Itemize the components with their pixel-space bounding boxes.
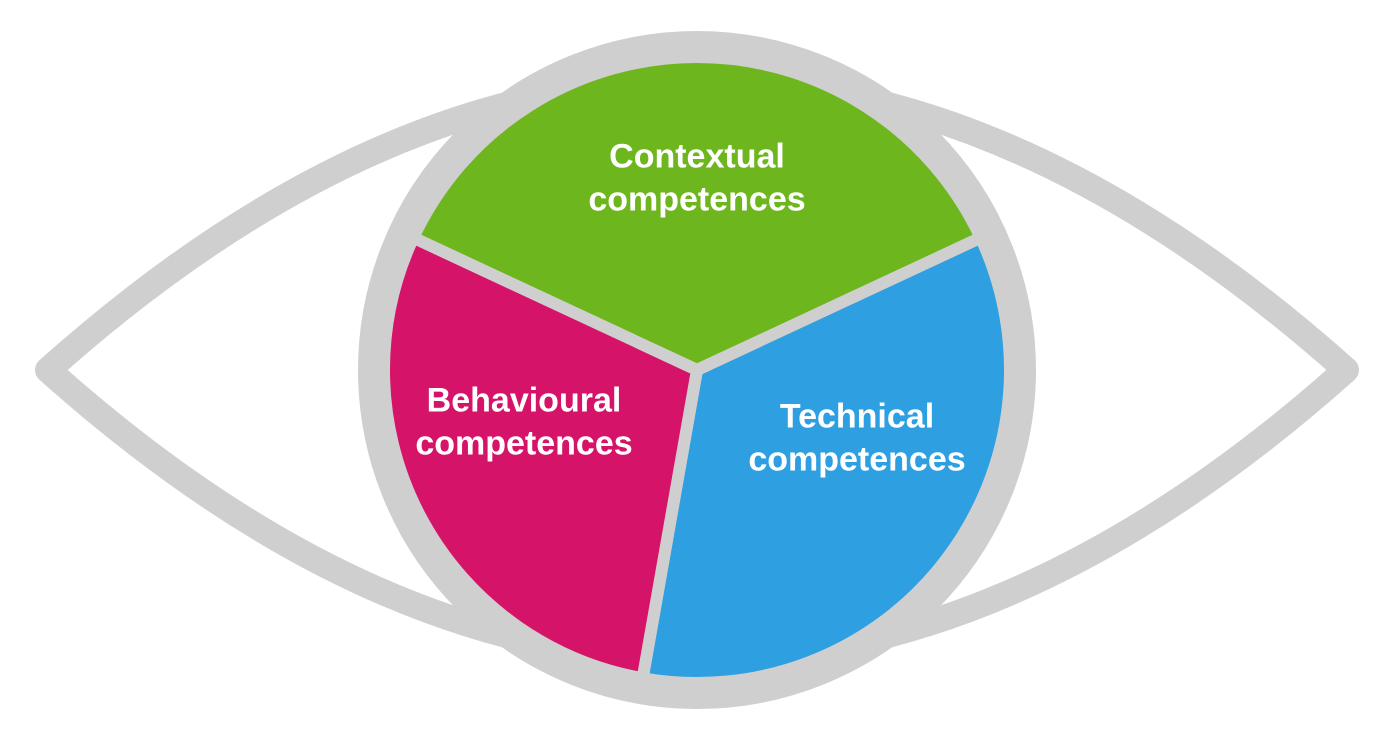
diagram-svg xyxy=(0,0,1394,739)
pie-slices xyxy=(384,57,1010,683)
competence-eye-diagram: Contextual competences Technical compete… xyxy=(0,0,1394,739)
